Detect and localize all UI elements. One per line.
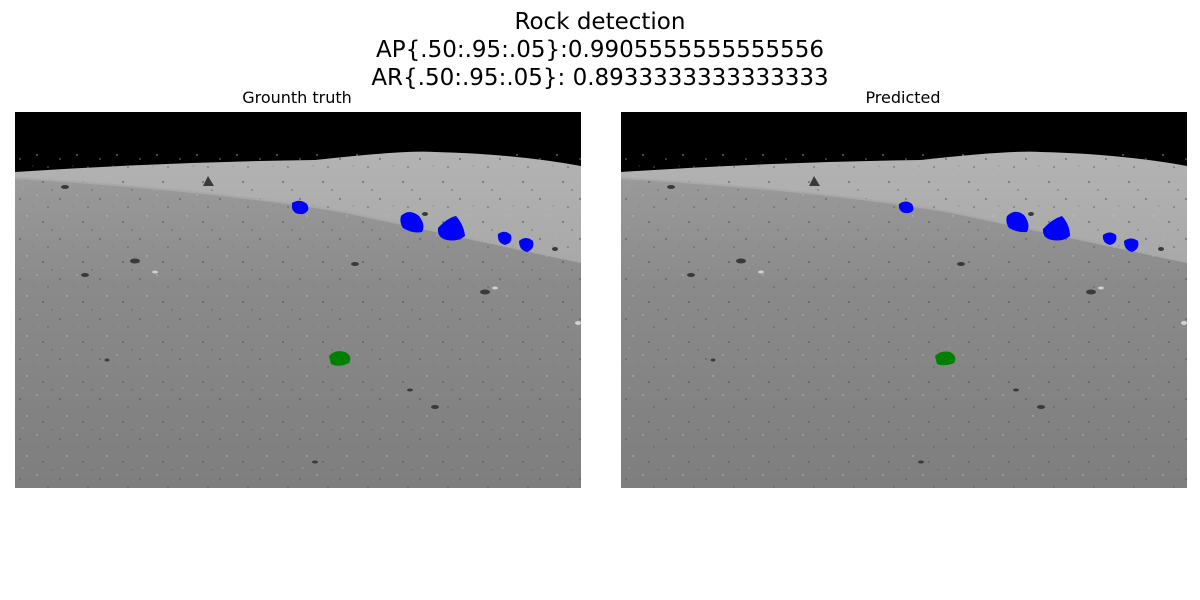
- ground-truth-image: [15, 112, 581, 488]
- mask-rock-5: [519, 238, 534, 252]
- ar-metric: AR{.50:.95:.05}: 0.8933333333333333: [371, 65, 829, 91]
- mask-rock-2: [1006, 211, 1029, 233]
- mask-rock-3: [437, 216, 465, 241]
- predicted-title: Predicted: [865, 88, 941, 107]
- predicted-image: [621, 112, 1187, 488]
- figure-title: Rock detection: [514, 9, 686, 35]
- mask-rock-4: [497, 231, 512, 245]
- mask-rock-5: [1124, 238, 1139, 252]
- ap-metric: AP{.50:.95:.05}:0.9905555555555556: [376, 37, 824, 63]
- mask-rock-1: [292, 200, 309, 215]
- ground-truth-title: Grounth truth: [242, 88, 352, 107]
- mask-rock-1: [899, 201, 914, 214]
- mask-rock-6: [329, 351, 351, 366]
- mask-rock-4: [1102, 232, 1117, 245]
- mask-rock-3: [1042, 216, 1070, 241]
- mask-rock-6: [935, 351, 956, 366]
- figure-title-block: Rock detection AP{.50:.95:.05}:0.9905555…: [0, 8, 1200, 92]
- mask-rock-2: [400, 212, 424, 233]
